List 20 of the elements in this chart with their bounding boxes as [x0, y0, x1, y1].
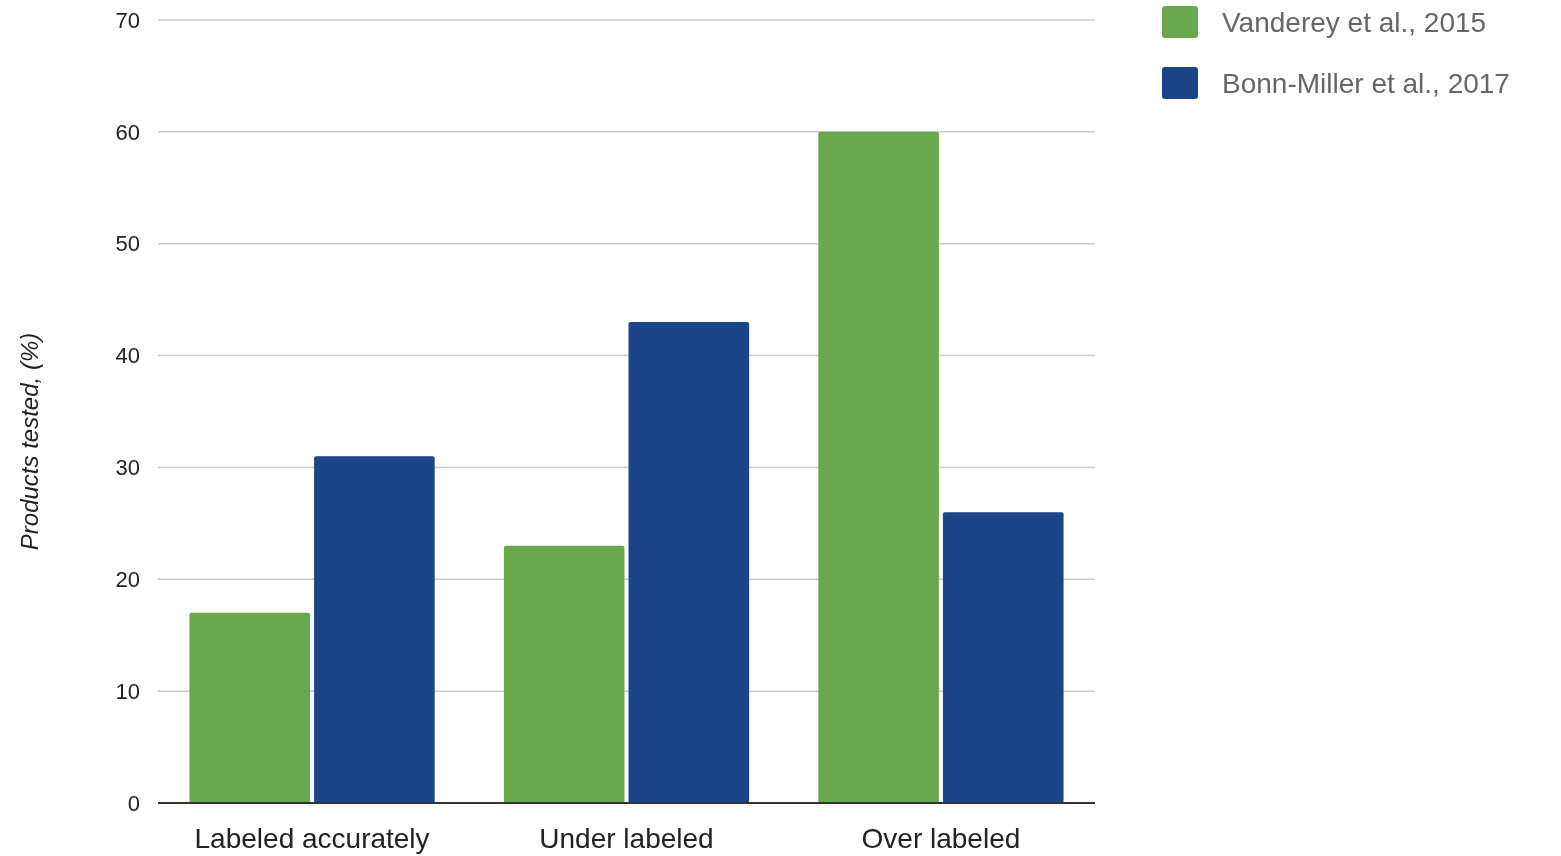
x-tick-label: Over labeled [861, 823, 1021, 854]
y-tick-label: 70 [115, 7, 140, 33]
bar [628, 322, 750, 803]
bar [314, 456, 435, 803]
y-tick-label: 30 [115, 455, 140, 481]
x-tick-label: Labeled accurately [194, 823, 430, 854]
bar [818, 131, 939, 803]
legend-label: Bonn-Miller et al., 2017 [1222, 67, 1510, 99]
x-tick-label: Under labeled [539, 823, 714, 854]
y-tick-label: 20 [115, 566, 140, 592]
y-axis-title: Products tested, (%) [16, 332, 43, 551]
y-tick-label: 10 [115, 678, 140, 704]
y-tick-label: 50 [115, 231, 140, 257]
legend-label: Vanderey et al., 2015 [1222, 6, 1487, 38]
bar [942, 512, 1064, 803]
y-tick-label: 0 [127, 790, 140, 816]
y-tick-label: 40 [115, 343, 140, 369]
bar [503, 545, 625, 803]
y-tick-label: 60 [115, 119, 140, 145]
bar [189, 612, 311, 803]
